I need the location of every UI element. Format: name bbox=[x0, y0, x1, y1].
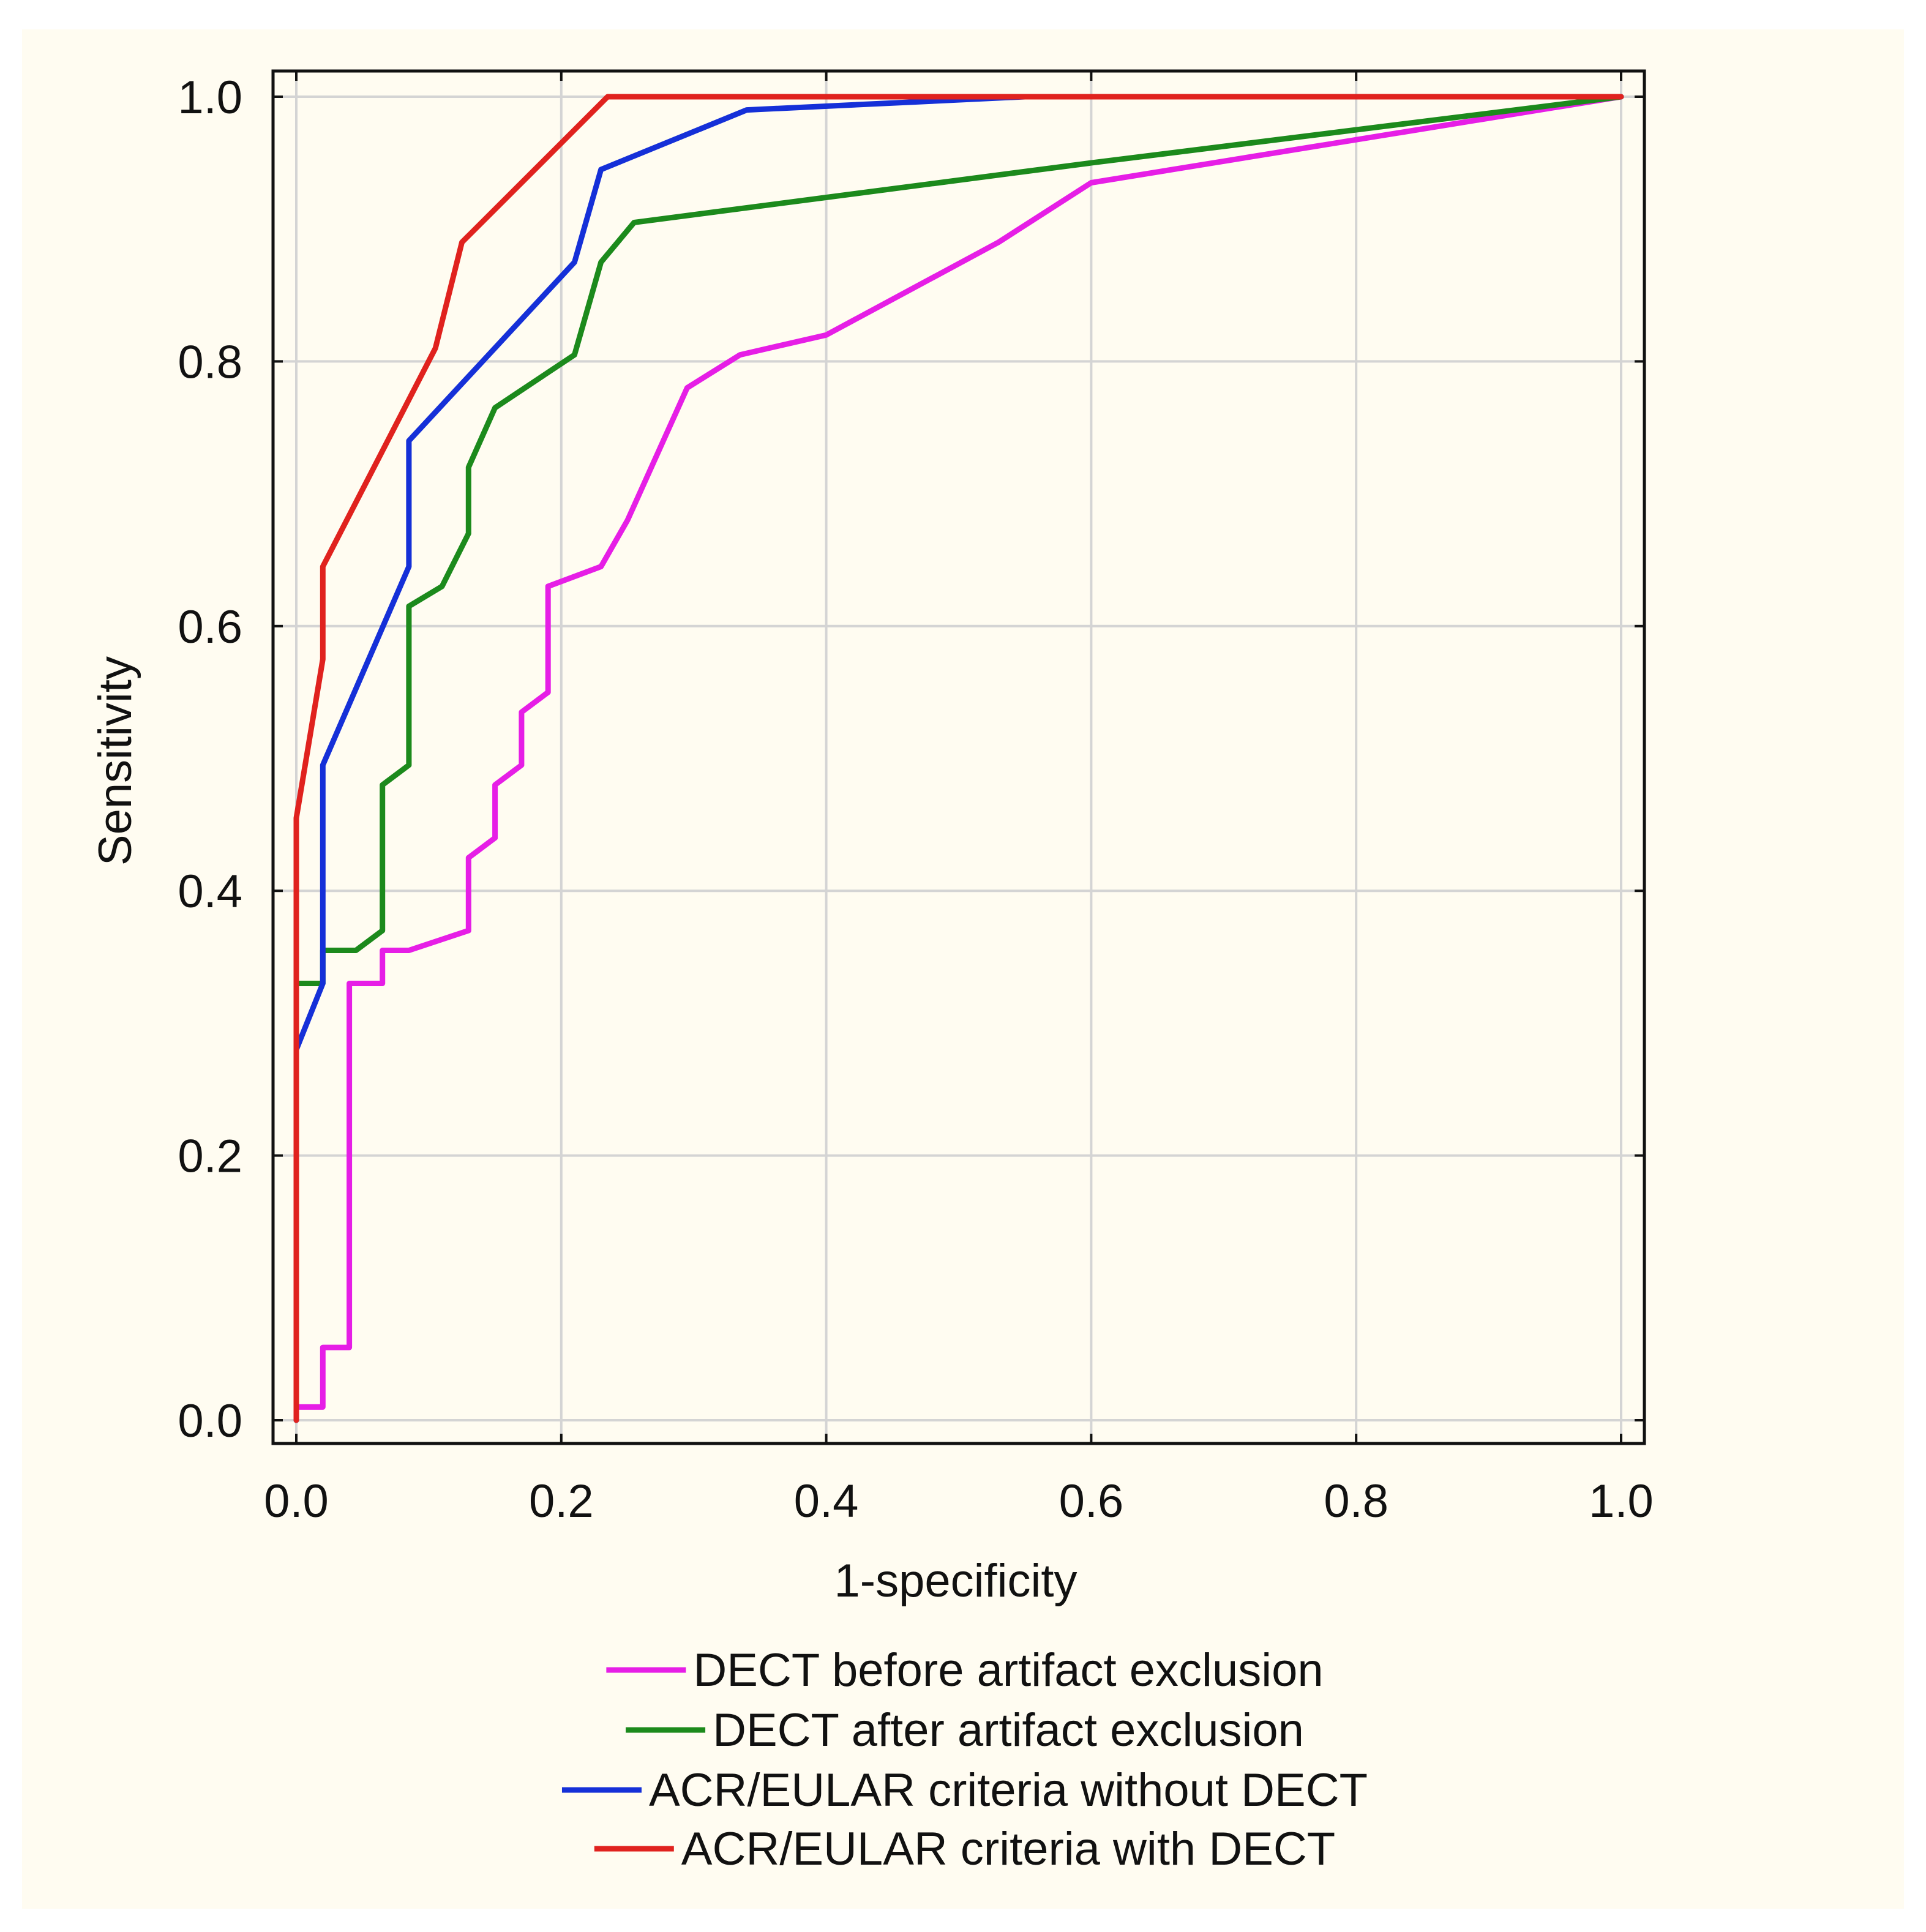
y-tick-labels: 0.0 0.2 0.4 0.6 0.8 1.0 bbox=[178, 72, 242, 1447]
x-tick-label: 0.4 bbox=[794, 1475, 859, 1527]
series-line-2 bbox=[293, 94, 1624, 1423]
y-tick-label: 1.0 bbox=[178, 72, 242, 124]
y-tick-label: 0.4 bbox=[178, 866, 242, 918]
x-axis-label: 1-specificity bbox=[834, 1555, 1077, 1607]
y-tick-label: 0.0 bbox=[178, 1395, 242, 1447]
x-tick-label: 0.6 bbox=[1059, 1475, 1124, 1527]
plot-area-frame bbox=[271, 69, 1646, 1445]
x-tick-labels: 0.0 0.2 0.4 0.6 0.8 1.0 bbox=[264, 1475, 1654, 1527]
grid bbox=[273, 71, 1644, 1443]
legend-label: DECT before artifact exclusion bbox=[693, 1644, 1323, 1696]
x-tick-label: 0.8 bbox=[1324, 1475, 1388, 1527]
legend: DECT before artifact exclusion DECT after… bbox=[561, 1644, 1368, 1875]
axis-ticks bbox=[273, 71, 1644, 1443]
x-tick-label: 0.0 bbox=[264, 1475, 329, 1527]
series-line-4 bbox=[293, 94, 1624, 1423]
y-axis-label: Sensitivity bbox=[89, 656, 141, 866]
x-tick-label: 1.0 bbox=[1589, 1475, 1654, 1527]
legend-item-4: ACR/EULAR criteria with DECT bbox=[594, 1823, 1335, 1875]
legend-item-2: DECT after artifact exclusion bbox=[626, 1704, 1304, 1756]
series-line-1 bbox=[293, 94, 1624, 1423]
y-tick-label: 0.2 bbox=[178, 1131, 242, 1183]
legend-item-1: DECT before artifact exclusion bbox=[606, 1644, 1324, 1696]
x-tick-label: 0.2 bbox=[529, 1475, 594, 1527]
legend-label: DECT after artifact exclusion bbox=[713, 1704, 1304, 1756]
legend-item-3: ACR/EULAR criteria without DECT bbox=[561, 1764, 1368, 1816]
series-line-3 bbox=[293, 94, 1624, 1423]
legend-label: ACR/EULAR criteria without DECT bbox=[649, 1764, 1368, 1816]
roc-chart: 0.0 0.2 0.4 0.6 0.8 1.0 0.0 0.2 0.4 0.6 0.8 1.0 1-… bbox=[89, 69, 1654, 1875]
series-lines bbox=[293, 94, 1624, 1423]
y-tick-label: 0.6 bbox=[178, 601, 242, 653]
y-tick-label: 0.8 bbox=[178, 336, 242, 388]
chart-background: 0.0 0.2 0.4 0.6 0.8 1.0 0.0 0.2 0.4 0.6 0.8 1.0 1-… bbox=[22, 29, 1904, 1909]
legend-label: ACR/EULAR criteria with DECT bbox=[681, 1823, 1335, 1875]
